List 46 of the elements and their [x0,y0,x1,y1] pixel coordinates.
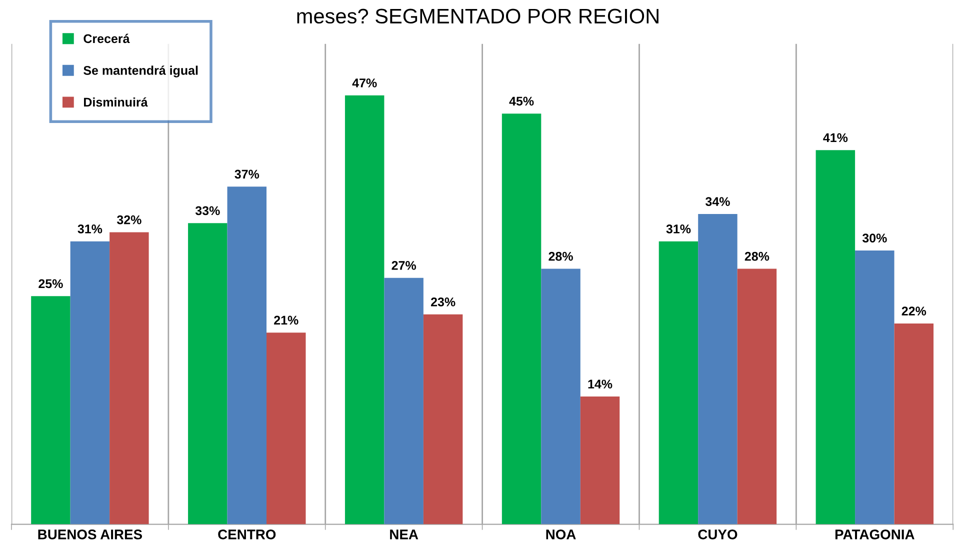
data-label: 22% [902,306,926,316]
bar [855,250,894,524]
bar [384,278,424,524]
data-label: 31% [666,224,691,234]
data-label: 14% [588,380,612,388]
bar [110,232,149,524]
bar [894,324,934,524]
data-label: 27% [392,261,416,270]
chart-title: meses? SEGMENTADO POR REGION [297,8,658,24]
bar [188,223,228,524]
data-label: 45% [509,96,534,106]
data-label: 21% [274,316,298,325]
x-tick-label: NOA [546,530,576,540]
data-label: 28% [744,252,770,261]
bar [816,150,856,524]
data-label: 30% [862,234,887,243]
legend-label: Crecerá [84,34,130,44]
x-tick-label: CENTRO [218,530,276,540]
bar [698,214,738,524]
bar [423,314,463,524]
bar [70,241,110,524]
data-label: 41% [823,133,848,142]
bar [266,332,306,524]
legend-label: Se mantendrá igual [84,66,198,78]
x-tick-label: NEA [390,530,418,540]
bar [502,114,542,524]
data-label: 25% [38,279,63,288]
bar [31,296,70,524]
bar [344,95,384,524]
legend-label: Disminuirá [84,97,148,107]
x-tick-label: CUYO [698,530,738,540]
data-label: 32% [116,215,142,224]
bar [658,241,698,524]
x-tick-label: PATAGONIA [835,530,914,540]
data-label: 33% [195,206,220,216]
data-label: 23% [430,298,456,306]
x-tick-label: BUENOS AIRES [38,530,142,540]
bar [541,268,580,524]
bar [737,268,777,524]
data-label: 28% [548,252,573,261]
bar [227,186,267,524]
data-label: 37% [234,170,260,179]
bar [580,396,620,524]
data-label: 34% [705,197,730,206]
data-label: 47% [352,78,377,88]
data-label: 31% [78,224,102,234]
